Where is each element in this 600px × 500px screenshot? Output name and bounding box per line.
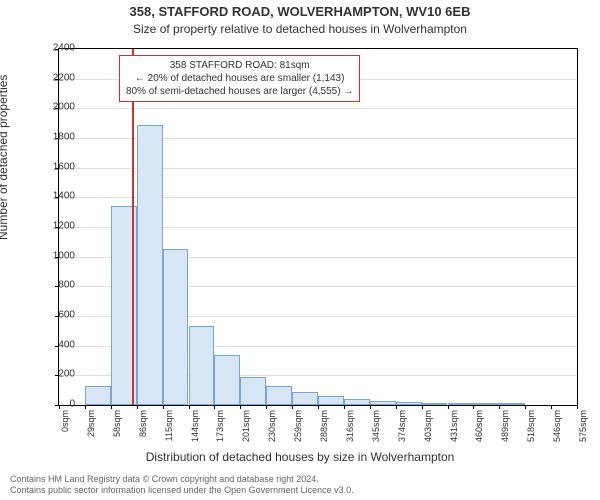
histogram-bar	[163, 249, 189, 405]
chart-subtitle: Size of property relative to detached ho…	[0, 22, 600, 36]
xtick-label: 546sqm	[552, 410, 562, 450]
histogram-bar	[396, 402, 422, 405]
histogram-bar	[448, 403, 474, 405]
ytick-label: 1800	[53, 132, 75, 143]
xtick-label: 489sqm	[500, 410, 510, 450]
xtick-label: 173sqm	[215, 410, 225, 450]
xtick-label: 0sqm	[60, 410, 70, 450]
xtick-mark	[240, 405, 241, 409]
xtick-mark	[59, 405, 60, 409]
chart-container: 358, STAFFORD ROAD, WOLVERHAMPTON, WV10 …	[0, 0, 600, 500]
ytick-label: 1400	[53, 191, 75, 202]
xtick-label: 431sqm	[449, 410, 459, 450]
xtick-mark	[214, 405, 215, 409]
subject-marker-line	[132, 49, 134, 405]
histogram-bar	[318, 396, 344, 405]
ytick-label: 0	[69, 399, 75, 410]
xtick-mark	[189, 405, 190, 409]
ytick-label: 2000	[53, 102, 75, 113]
histogram-bar	[137, 125, 163, 405]
xtick-mark	[137, 405, 138, 409]
ytick-label: 1200	[53, 221, 75, 232]
xtick-mark	[318, 405, 319, 409]
histogram-bar	[189, 326, 215, 405]
chart-title: 358, STAFFORD ROAD, WOLVERHAMPTON, WV10 …	[0, 4, 600, 19]
xtick-label: 316sqm	[345, 410, 355, 450]
histogram-bar	[422, 403, 448, 405]
xtick-mark	[292, 405, 293, 409]
footer-line-2: Contains public sector information licen…	[10, 485, 590, 496]
xtick-mark	[344, 405, 345, 409]
xtick-mark	[422, 405, 423, 409]
histogram-bar	[499, 403, 525, 405]
ytick-label: 2400	[53, 43, 75, 54]
xtick-mark	[370, 405, 371, 409]
footer-line-1: Contains HM Land Registry data © Crown c…	[10, 474, 590, 485]
xtick-label: 345sqm	[371, 410, 381, 450]
xtick-mark	[266, 405, 267, 409]
xtick-label: 460sqm	[474, 410, 484, 450]
xtick-mark	[499, 405, 500, 409]
annotation-line-2: ← 20% of detached houses are smaller (1,…	[126, 72, 353, 85]
xtick-label: 115sqm	[164, 410, 174, 450]
xtick-label: 58sqm	[112, 410, 122, 450]
histogram-bar	[240, 377, 266, 405]
ytick-label: 600	[58, 310, 75, 321]
ytick-label: 400	[58, 339, 75, 350]
xtick-label: 86sqm	[138, 410, 148, 450]
ytick-label: 800	[58, 280, 75, 291]
histogram-bar	[473, 403, 499, 405]
xtick-label: 374sqm	[397, 410, 407, 450]
annotation-box: 358 STAFFORD ROAD: 81sqm ← 20% of detach…	[119, 55, 360, 102]
annotation-line-3: 80% of semi-detached houses are larger (…	[126, 85, 353, 98]
xtick-mark	[577, 405, 578, 409]
ytick-label: 2200	[53, 72, 75, 83]
xtick-label: 144sqm	[190, 410, 200, 450]
xtick-label: 288sqm	[319, 410, 329, 450]
xtick-label: 575sqm	[578, 410, 588, 450]
xtick-mark	[448, 405, 449, 409]
x-axis-label: Distribution of detached houses by size …	[0, 450, 600, 464]
histogram-bar	[214, 355, 240, 405]
y-axis-label: Number of detached properties	[0, 75, 10, 240]
xtick-mark	[551, 405, 552, 409]
xtick-mark	[396, 405, 397, 409]
xtick-label: 29sqm	[86, 410, 96, 450]
histogram-bar	[266, 386, 292, 405]
gridline	[59, 108, 577, 109]
xtick-label: 403sqm	[423, 410, 433, 450]
xtick-mark	[473, 405, 474, 409]
xtick-label: 201sqm	[241, 410, 251, 450]
footer: Contains HM Land Registry data © Crown c…	[10, 474, 590, 496]
xtick-mark	[85, 405, 86, 409]
histogram-bar	[85, 386, 111, 405]
histogram-bar	[370, 401, 396, 405]
plot-area: 358 STAFFORD ROAD: 81sqm ← 20% of detach…	[58, 48, 578, 406]
ytick-label: 1000	[53, 250, 75, 261]
ytick-label: 1600	[53, 161, 75, 172]
xtick-label: 230sqm	[267, 410, 277, 450]
xtick-label: 518sqm	[526, 410, 536, 450]
ytick-label: 200	[58, 369, 75, 380]
histogram-bar	[292, 392, 318, 405]
xtick-mark	[525, 405, 526, 409]
xtick-mark	[111, 405, 112, 409]
xtick-mark	[163, 405, 164, 409]
xtick-label: 259sqm	[293, 410, 303, 450]
annotation-line-1: 358 STAFFORD ROAD: 81sqm	[126, 59, 353, 72]
histogram-bar	[344, 399, 370, 405]
